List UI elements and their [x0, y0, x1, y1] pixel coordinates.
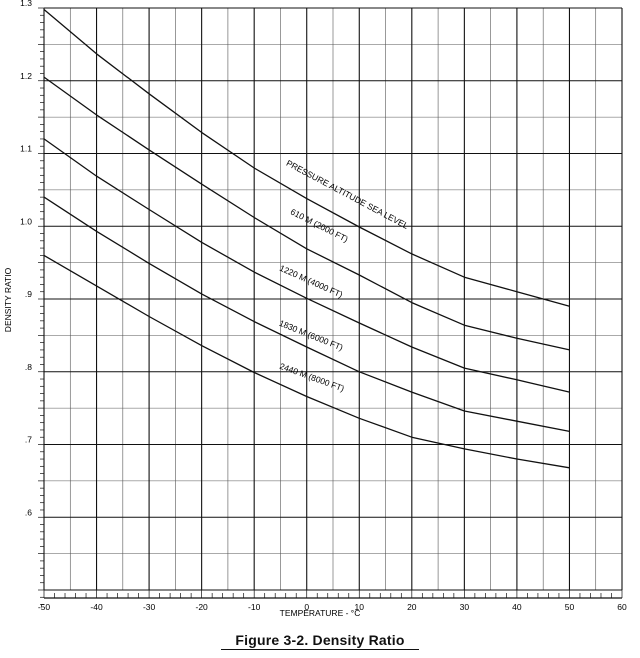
y-axis-label: DENSITY RATIO	[3, 267, 13, 332]
x-tick-label: -40	[90, 602, 103, 612]
series-line-4	[43, 254, 570, 469]
axis-ticks	[38, 7, 623, 605]
x-tick-label: -50	[38, 602, 51, 612]
x-tick-label: 50	[565, 602, 575, 612]
series-label-2: 1220 M (4000 FT)	[278, 263, 344, 300]
y-tick-label: .9	[25, 289, 32, 299]
y-tick-label: 1.3	[20, 0, 32, 8]
x-tick-label: -20	[195, 602, 208, 612]
x-tick-label: 60	[617, 602, 627, 612]
x-tick-label: 20	[407, 602, 417, 612]
x-tick-label: 0	[304, 602, 309, 612]
figure-caption: Figure 3-2. Density Ratio	[221, 632, 419, 650]
y-tick-label: 1.0	[20, 216, 32, 226]
x-tick-labels: -50 -40 -30 -20 -10 0 10 20 30 40 50 60	[38, 602, 627, 612]
x-tick-label: -10	[248, 602, 261, 612]
series-line-2	[43, 138, 570, 393]
y-tick-label: 1.1	[20, 144, 32, 154]
x-tick-label: 40	[512, 602, 522, 612]
series-line-0	[43, 9, 570, 307]
series-line-1	[43, 76, 570, 351]
x-tick-label: -30	[143, 602, 156, 612]
series-line-3	[43, 196, 570, 433]
minor-gridlines	[44, 8, 622, 590]
series-lines	[43, 9, 570, 469]
y-tick-label: .8	[25, 362, 32, 372]
y-tick-labels: .6 .7 .8 .9 1.0 1.1 1.2 1.3	[20, 0, 32, 517]
series-label-1: 610 M (2000 FT)	[289, 207, 350, 245]
x-axis-label: TEMPERATURE - °C	[280, 608, 361, 618]
x-tick-label: 10	[355, 602, 365, 612]
y-tick-label: .7	[25, 435, 32, 445]
figure-caption-wrapper: Figure 3-2. Density Ratio	[0, 632, 640, 650]
y-tick-label: 1.2	[20, 71, 32, 81]
y-tick-label: .6	[25, 507, 32, 517]
x-tick-label: 30	[460, 602, 470, 612]
